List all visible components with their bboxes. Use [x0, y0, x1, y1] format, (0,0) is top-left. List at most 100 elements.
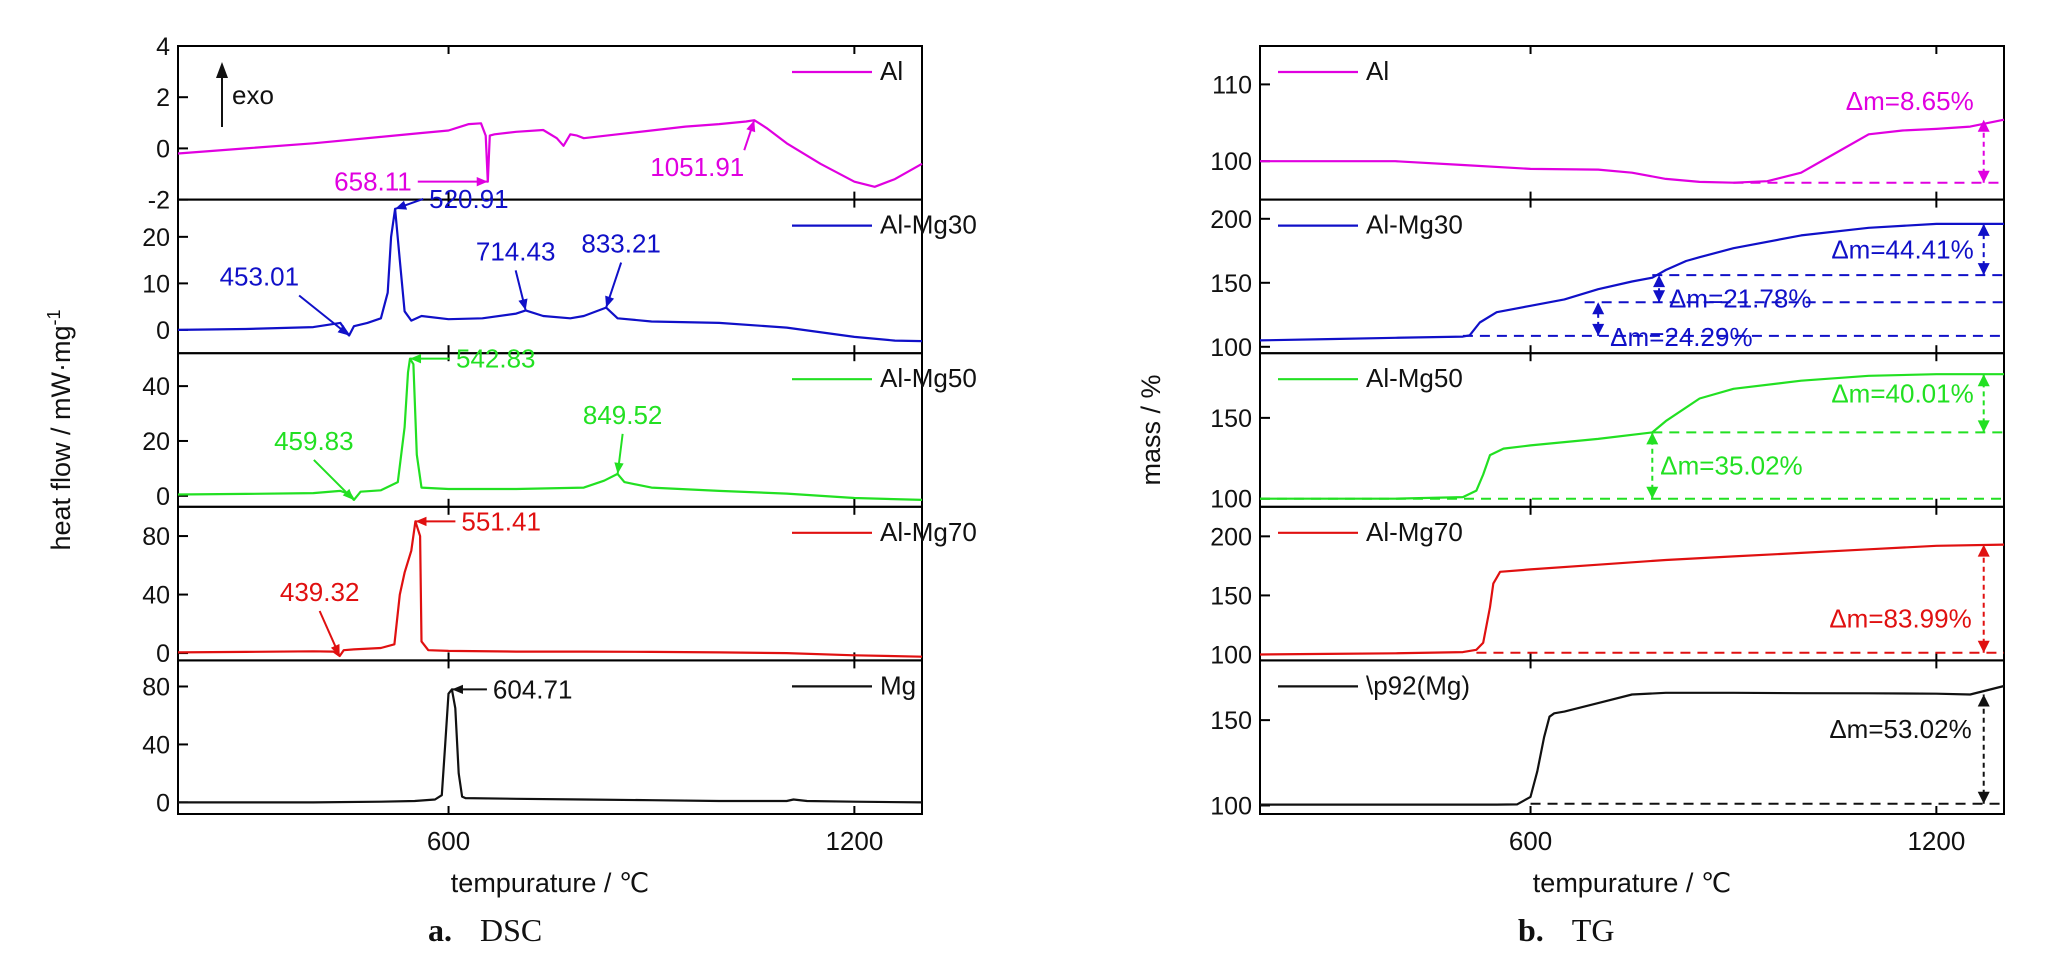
dsc-panel-0: -2 0 2 4 Al 658.11 1051.91 [148, 33, 923, 215]
annotation-arrowhead [337, 324, 350, 336]
caption-b: b. TG [1518, 912, 1614, 949]
legend-label: Mg [880, 670, 916, 700]
dsc-panel-2: 0 20 40 Al-Mg50 459.83 542.83 849.52 [142, 344, 977, 511]
tg-panel-frame [1259, 659, 2005, 816]
caption-a-letter: a. [428, 912, 452, 948]
delta-arrowhead [1977, 791, 1990, 804]
y-tick-label: 40 [142, 373, 170, 401]
annotation-arrowhead [342, 488, 354, 500]
y-tick-label: 150 [1210, 270, 1252, 298]
y-tick-label: 80 [142, 523, 170, 551]
dsc-panel-4: 0 40 80 Mg 604.71 [142, 659, 923, 817]
annotation-arrowhead [746, 120, 756, 133]
x-axis-label: tempurature / ℃ [451, 868, 649, 898]
annotation-arrowhead [605, 295, 615, 308]
annotation-label: 849.52 [583, 400, 663, 430]
y-tick-label: 100 [1210, 486, 1252, 514]
legend-label: Al-Mg70 [880, 517, 977, 547]
x-tick-label: 600 [427, 826, 470, 856]
delta-arrowhead [1592, 302, 1605, 315]
y-tick-label: 20 [142, 428, 170, 456]
annotation-arrowhead [395, 200, 408, 210]
legend-label: Al-Mg30 [880, 210, 977, 240]
legend-label: Al-Mg50 [1366, 363, 1463, 393]
annotation-label: 604.71 [493, 674, 573, 704]
x-tick-label: 1200 [1907, 826, 1965, 856]
legend-label: Al-Mg50 [880, 363, 977, 393]
legend-label: Al [1366, 56, 1389, 86]
delta-label: Δm=8.65% [1846, 86, 1974, 116]
y-tick-label: 40 [142, 731, 170, 759]
y-tick-label: 10 [142, 270, 170, 298]
y-tick-label: 0 [156, 317, 170, 345]
annotation-arrowhead [330, 644, 340, 657]
delta-label: Δm=24.29% [1610, 322, 1752, 352]
y-tick-label: 150 [1210, 582, 1252, 610]
legend-label: \p92(Mg) [1366, 670, 1470, 700]
annotation-arrowhead [451, 684, 463, 695]
annotation-arrowhead [415, 516, 427, 527]
delta-arrowhead [1653, 275, 1666, 288]
y-tick-label: 0 [156, 789, 170, 817]
exo-label: exo [232, 80, 274, 110]
delta-arrowhead [1977, 119, 1990, 132]
y-tick-label: 100 [1210, 641, 1252, 669]
y-tick-label: 4 [156, 33, 170, 61]
delta-arrowhead [1977, 640, 1990, 653]
y-tick-label: 80 [142, 673, 170, 701]
caption-a-text: DSC [480, 912, 543, 948]
caption-a: a. DSC [428, 912, 542, 949]
delta-arrowhead [1977, 223, 1990, 236]
tg-chart: 100 110 Al Δm=8.65% 100 150 200 Al-Mg30 Δm=24.29… [1136, 45, 2005, 898]
annotation-label: 542.83 [456, 344, 536, 374]
dsc-panel-frame [177, 45, 923, 201]
y-tick-label: 150 [1210, 707, 1252, 735]
annotation-label: 459.83 [274, 426, 354, 456]
y-tick-label: 0 [156, 135, 170, 163]
y-tick-label: 100 [1210, 148, 1252, 176]
delta-arrowhead [1646, 432, 1659, 445]
y-axis-label: mass / % [1136, 374, 1166, 485]
delta-label: Δm=44.41% [1831, 235, 1973, 265]
delta-arrowhead [1653, 290, 1666, 303]
series-line-Al [1260, 118, 2005, 184]
series-line-\p92(Mg) [1260, 684, 2005, 806]
delta-arrowhead [1646, 486, 1659, 499]
delta-arrowhead [1977, 544, 1990, 557]
delta-label: Δm=83.99% [1829, 604, 1971, 634]
annotation-arrowhead [476, 177, 488, 187]
dsc-panel-frame [177, 659, 923, 816]
y-tick-label: 110 [1212, 71, 1252, 99]
series-line-Al-Mg50 [1260, 373, 2004, 500]
x-tick-label: 600 [1509, 826, 1552, 856]
legend-label: Al [880, 56, 903, 86]
annotation-arrowhead [518, 298, 528, 311]
y-tick-label: 200 [1210, 206, 1252, 234]
y-tick-label: 2 [156, 84, 170, 112]
y-tick-label: 150 [1210, 405, 1252, 433]
series-line-Al [177, 119, 923, 188]
y-tick-label: 0 [156, 640, 170, 668]
dsc-chart: -2 0 2 4 Al 658.11 1051.91 0 10 20 Al-Mg30 453.01 52… [44, 33, 977, 898]
delta-arrowhead [1977, 170, 1990, 183]
annotation-label: 551.41 [461, 506, 541, 536]
series-line-Al-Mg30 [177, 207, 923, 343]
x-axis-label: tempurature / ℃ [1533, 868, 1731, 898]
annotation-arrowhead [409, 354, 422, 364]
y-tick-label: 100 [1210, 334, 1252, 362]
annotation-arrowhead [614, 462, 624, 474]
tg-panel-1: 100 150 200 Al-Mg30 Δm=24.29% Δm=21.78% Δm=44.… [1210, 198, 2005, 362]
annotation-label: 439.32 [280, 577, 360, 607]
dsc-panel-3: 0 40 80 Al-Mg70 439.32 551.41 [142, 505, 977, 668]
delta-arrowhead [1977, 420, 1990, 433]
y-tick-label: -2 [148, 187, 170, 215]
caption-b-text: TG [1571, 912, 1615, 948]
legend-label: Al-Mg30 [1366, 210, 1463, 240]
annotation-label: 1051.91 [650, 152, 744, 182]
annotation-label: 833.21 [581, 229, 661, 259]
dsc-panel-1: 0 10 20 Al-Mg30 453.01 520.91 714.43 833.21 [142, 184, 977, 355]
series-line-Mg [178, 688, 923, 804]
exo-arrowhead [216, 62, 228, 78]
delta-arrowhead [1592, 323, 1605, 336]
